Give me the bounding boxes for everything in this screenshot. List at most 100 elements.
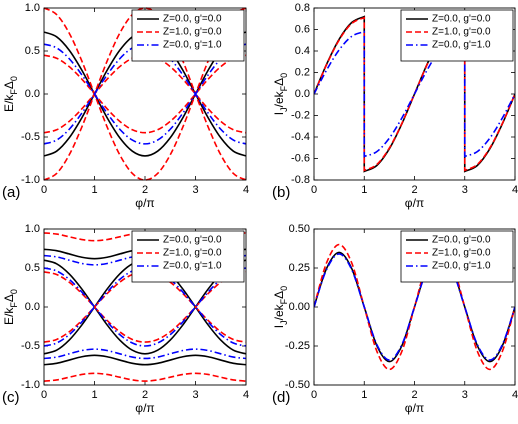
- legend-label: Z=1.0, g'=0.0: [163, 248, 222, 259]
- legend-label: Z=1.0, g'=0.0: [163, 27, 222, 38]
- x-tick-label: 3: [462, 389, 468, 401]
- y-tick-label: 0.6: [295, 23, 310, 35]
- x-tick-label: 4: [243, 184, 249, 196]
- panel-label: (a): [2, 184, 20, 201]
- y-label-part: E/k: [2, 94, 16, 112]
- legend-label: Z=0.0, g'=1.0: [163, 261, 222, 272]
- y-axis-label: IJ/ekFΔ0: [272, 73, 289, 115]
- curve: [314, 243, 515, 371]
- curve: [44, 354, 246, 366]
- x-tick-label: 2: [142, 184, 148, 196]
- y-tick-label: 0.50: [289, 223, 310, 235]
- y-label-part: E/k: [2, 307, 16, 325]
- legend-label: Z=0.0, g'=0.0: [432, 235, 491, 246]
- y-tick-label: -0.50: [285, 379, 310, 391]
- y-label-part: /ek: [272, 303, 286, 320]
- x-axis-label: φ/π: [405, 401, 424, 415]
- y-label-part: Δ: [2, 81, 16, 89]
- x-tick-label: 0: [311, 184, 317, 196]
- legend-label: Z=1.0, g'=0.0: [432, 27, 491, 38]
- curve: [314, 253, 515, 361]
- curve: [44, 54, 246, 134]
- axes-frame: [43, 228, 247, 386]
- x-tick-label: 0: [41, 184, 47, 196]
- panel-label: (b): [272, 184, 290, 201]
- curve: [44, 348, 246, 360]
- y-tick-label: 0.0: [295, 88, 310, 100]
- y-tick-label: 0.25: [289, 262, 310, 274]
- y-label-part: I: [272, 112, 286, 115]
- axes-frame: [43, 7, 247, 181]
- y-label-subscript: 0: [279, 286, 289, 291]
- curve: [314, 16, 515, 172]
- y-tick-label: -1.0: [21, 174, 40, 186]
- y-tick-label: 0.5: [25, 45, 40, 57]
- x-axis-label: φ/π: [135, 196, 154, 210]
- curve: [44, 267, 246, 347]
- y-label-subscript: 0: [279, 73, 289, 78]
- y-tick-label: 0.00: [289, 301, 310, 313]
- y-label-subscript: J: [279, 320, 289, 325]
- x-tick-label: 0: [41, 389, 47, 401]
- legend-label: Z=0.0, g'=0.0: [163, 14, 222, 25]
- x-tick-label: 1: [91, 184, 97, 196]
- y-tick-label: -0.2: [291, 109, 310, 121]
- y-tick-label: -0.25: [285, 340, 310, 352]
- x-tick-label: 1: [91, 389, 97, 401]
- legend-label: Z=1.0, g'=0.0: [432, 248, 491, 259]
- y-label-subscript: F: [279, 85, 289, 91]
- y-tick-label: 0.2: [295, 66, 310, 78]
- y-tick-label: 0.5: [25, 262, 40, 274]
- curve: [44, 7, 246, 181]
- curve: [314, 30, 515, 158]
- legend-label: Z=0.0, g'=1.0: [432, 40, 491, 51]
- y-tick-label: 0.8: [295, 2, 310, 14]
- y-label-part: Δ: [272, 78, 286, 86]
- legend-label: Z=0.0, g'=0.0: [432, 14, 491, 25]
- axes-frame: [313, 7, 516, 181]
- curve: [44, 259, 246, 355]
- y-label-subscript: F: [9, 302, 19, 308]
- legend-label: Z=0.0, g'=1.0: [163, 40, 222, 51]
- x-tick-label: 2: [142, 389, 148, 401]
- y-tick-label: 0.0: [25, 88, 40, 100]
- y-tick-label: -1.0: [21, 379, 40, 391]
- y-tick-label: 0.4: [295, 45, 310, 57]
- y-label-subscript: 0: [9, 76, 19, 81]
- axes-frame: [313, 228, 516, 386]
- x-tick-label: 3: [192, 389, 198, 401]
- x-tick-label: 4: [243, 389, 249, 401]
- x-axis-label: φ/π: [405, 196, 424, 210]
- x-tick-label: 1: [361, 389, 367, 401]
- y-tick-label: -0.5: [21, 131, 40, 143]
- curve: [44, 372, 246, 382]
- y-axis-label: E/kFΔ0: [2, 76, 19, 112]
- x-tick-label: 2: [411, 389, 417, 401]
- y-label-subscript: F: [279, 298, 289, 304]
- y-tick-label: -0.6: [291, 152, 310, 164]
- y-label-subscript: F: [9, 89, 19, 95]
- y-tick-label: -0.4: [291, 131, 310, 143]
- y-label-part: Δ: [272, 291, 286, 299]
- x-tick-label: 3: [192, 184, 198, 196]
- y-axis-label: IJ/ekFΔ0: [272, 286, 289, 328]
- legend-label: Z=0.0, g'=1.0: [432, 261, 491, 272]
- y-label-part: Δ: [2, 294, 16, 302]
- x-tick-label: 4: [512, 389, 518, 401]
- y-tick-label: 1.0: [25, 223, 40, 235]
- y-tick-label: -0.5: [21, 340, 40, 352]
- y-tick-label: 0.0: [25, 301, 40, 313]
- y-label-subscript: 0: [9, 289, 19, 294]
- y-tick-label: 1.0: [25, 2, 40, 14]
- x-tick-label: 2: [411, 184, 417, 196]
- y-label-part: /ek: [272, 90, 286, 107]
- curve: [44, 271, 246, 343]
- panel-label: (c): [2, 389, 20, 406]
- y-axis-label: E/kFΔ0: [2, 289, 19, 325]
- panel-label: (d): [272, 389, 290, 406]
- x-tick-label: 3: [462, 184, 468, 196]
- x-tick-label: 1: [361, 184, 367, 196]
- x-tick-label: 0: [311, 389, 317, 401]
